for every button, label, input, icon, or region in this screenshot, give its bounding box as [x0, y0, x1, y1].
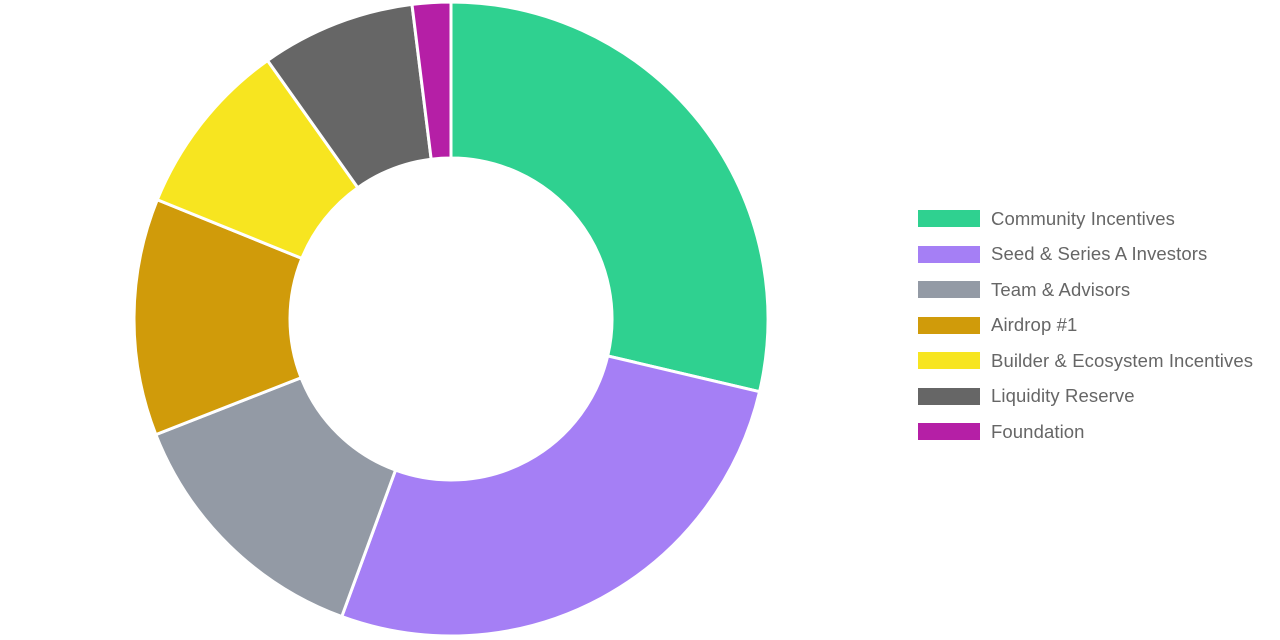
legend-item-foundation: Foundation — [918, 414, 1278, 450]
legend-item-team-and-advisors: Team & Advisors — [918, 272, 1278, 308]
legend-swatch — [918, 387, 980, 405]
legend-item-airdrop-1: Airdrop #1 — [918, 308, 1278, 344]
legend-swatch — [918, 245, 980, 263]
legend-swatch — [918, 281, 980, 299]
legend-label: Builder & Ecosystem Incentives — [991, 349, 1254, 371]
slice-foundation — [410, 0, 453, 161]
legend-label: Liquidity Reserve — [991, 385, 1135, 407]
legend-item-liquidity-reserve: Liquidity Reserve — [918, 379, 1278, 415]
slice-community-incentives — [449, 0, 770, 394]
legend-label: Foundation — [991, 420, 1085, 442]
legend-label: Airdrop #1 — [991, 314, 1078, 336]
chart-legend: Community Incentives Seed & Series A Inve… — [918, 201, 1278, 450]
legend-swatch — [918, 316, 980, 334]
donut-svg — [132, 0, 770, 638]
legend-label: Seed & Series A Investors — [991, 243, 1208, 265]
legend-swatch — [918, 210, 980, 228]
legend-label: Team & Advisors — [991, 278, 1131, 300]
legend-swatch — [918, 423, 980, 441]
legend-label: Community Incentives — [991, 207, 1175, 229]
slice-airdrop-1 — [132, 198, 304, 437]
slice-seed-and-series-a-investors — [340, 354, 762, 638]
slice-team-and-advisors — [154, 376, 398, 619]
legend-item-builder-and-ecosystem-incentives: Builder & Ecosystem Incentives — [918, 343, 1278, 379]
legend-item-seed-and-series-a-investors: Seed & Series A Investors — [918, 237, 1278, 273]
legend-swatch — [918, 352, 980, 370]
legend-item-community-incentives: Community Incentives — [918, 201, 1278, 237]
